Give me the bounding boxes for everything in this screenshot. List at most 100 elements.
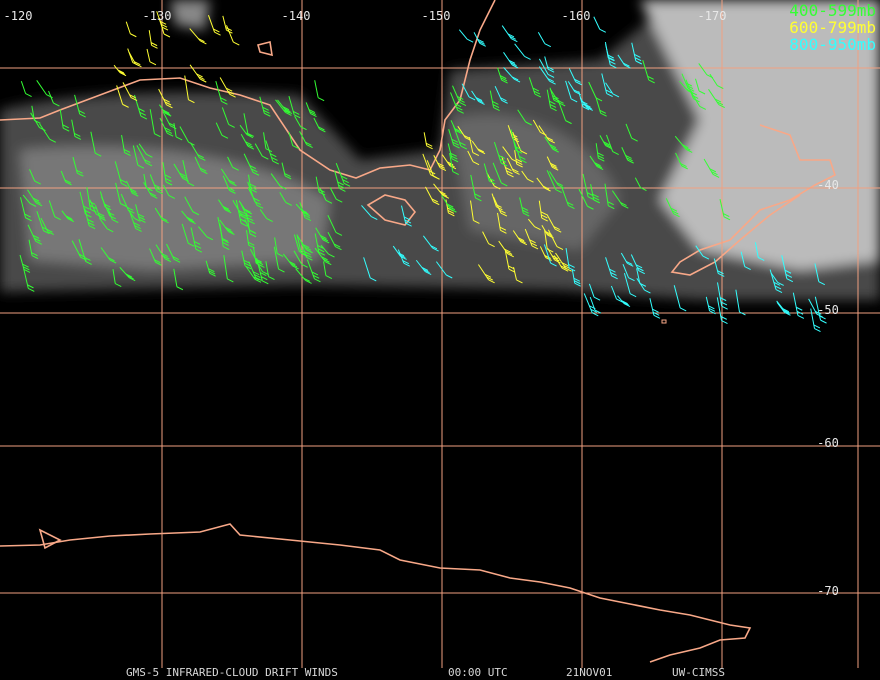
wind-barb — [601, 73, 613, 98]
barb-feather — [187, 218, 195, 223]
wind-barb — [433, 155, 447, 171]
barb-feather — [46, 228, 53, 233]
barb-feather — [587, 196, 595, 201]
barb-feather — [403, 216, 411, 221]
barb-shaft — [99, 217, 108, 230]
barb-shaft — [107, 208, 113, 220]
barb-shaft — [243, 113, 249, 134]
wind-barb — [127, 48, 139, 67]
barb-shaft — [30, 112, 40, 128]
wind-barb — [197, 226, 214, 241]
barb-feather — [492, 104, 500, 108]
barb-feather — [607, 201, 614, 206]
wind-barb — [248, 261, 262, 281]
barb-feather — [541, 214, 548, 219]
wind-barb — [48, 200, 61, 221]
barb-feather — [565, 120, 572, 125]
barb-feather — [338, 184, 345, 189]
barb-feather — [744, 266, 751, 271]
barb-feather — [27, 284, 34, 289]
barb-feather — [94, 152, 102, 157]
barb-feather — [581, 100, 588, 105]
wind-barb — [717, 282, 728, 310]
barb-feather — [272, 160, 279, 165]
barb-shaft — [319, 188, 327, 201]
barb-feather — [278, 268, 285, 273]
barb-feather — [335, 246, 342, 251]
barb-feather — [339, 187, 346, 192]
barb-feather — [511, 158, 519, 163]
barb-feather — [486, 276, 493, 281]
barb-feather — [247, 145, 255, 150]
barb-feather — [74, 132, 81, 137]
barb-feather — [488, 243, 495, 248]
barb-feather — [718, 104, 725, 108]
barb-feather — [625, 155, 632, 159]
barb-feather — [610, 64, 617, 69]
wind-barb — [561, 187, 575, 210]
barb-shaft — [184, 75, 189, 100]
barb-feather — [318, 191, 326, 196]
barb-feather — [522, 212, 530, 217]
barb-feather — [511, 76, 519, 81]
barb-feather — [500, 97, 507, 102]
barb-feather — [475, 97, 483, 102]
barb-feather — [582, 103, 589, 108]
wind-barb — [634, 177, 647, 191]
barb-feather — [163, 98, 170, 103]
barb-feather — [517, 237, 525, 242]
barb-feather — [671, 210, 679, 215]
barb-feather — [24, 213, 31, 218]
barb-feather — [547, 74, 555, 78]
barb-feather — [139, 219, 146, 223]
wind-barb — [334, 170, 346, 192]
barb-feather — [303, 214, 311, 219]
barb-feather — [545, 231, 552, 235]
barb-feather — [34, 199, 41, 204]
wind-barb — [713, 258, 725, 277]
barb-feather — [166, 132, 174, 137]
wind-barb — [582, 173, 595, 201]
barb-feather — [120, 203, 127, 207]
wind-barb — [220, 168, 237, 187]
barb-feather — [140, 115, 148, 120]
longitude-label: -170 — [698, 9, 727, 23]
barb-feather — [305, 253, 312, 258]
barb-feather — [544, 255, 551, 259]
barb-feather — [706, 74, 714, 79]
barb-feather — [65, 181, 72, 186]
barb-feather — [716, 101, 724, 106]
wind-barb — [146, 48, 157, 66]
barb-feather — [135, 228, 142, 232]
barb-feather — [165, 177, 172, 182]
barb-feather — [525, 121, 532, 126]
barb-feather — [221, 237, 229, 242]
barb-shaft — [814, 263, 820, 282]
wind-barb — [205, 260, 216, 277]
wind-barb — [458, 29, 474, 43]
legend-entry: 800-950mb — [789, 35, 876, 54]
barb-feather — [138, 216, 145, 221]
barb-feather — [165, 181, 173, 186]
barb-feather — [479, 42, 486, 47]
wind-barb — [642, 60, 655, 84]
barb-feather — [720, 315, 727, 320]
barb-feather — [284, 108, 291, 113]
barb-feather — [554, 228, 562, 233]
barb-feather — [397, 252, 405, 257]
wind-barb — [275, 99, 292, 116]
barb-feather — [514, 146, 522, 150]
wind-barb — [567, 81, 582, 96]
barb-feather — [127, 275, 134, 280]
barb-feather — [499, 158, 507, 163]
barb-feather — [25, 93, 32, 98]
barb-shaft — [622, 263, 629, 278]
wind-barb — [685, 79, 700, 103]
barb-feather — [439, 190, 446, 195]
barb-feather — [146, 153, 153, 158]
wind-barb — [61, 210, 75, 223]
wind-barb — [568, 68, 582, 86]
wind-barb — [184, 196, 200, 216]
barb-feather — [721, 320, 728, 324]
barb-feather — [249, 183, 257, 188]
